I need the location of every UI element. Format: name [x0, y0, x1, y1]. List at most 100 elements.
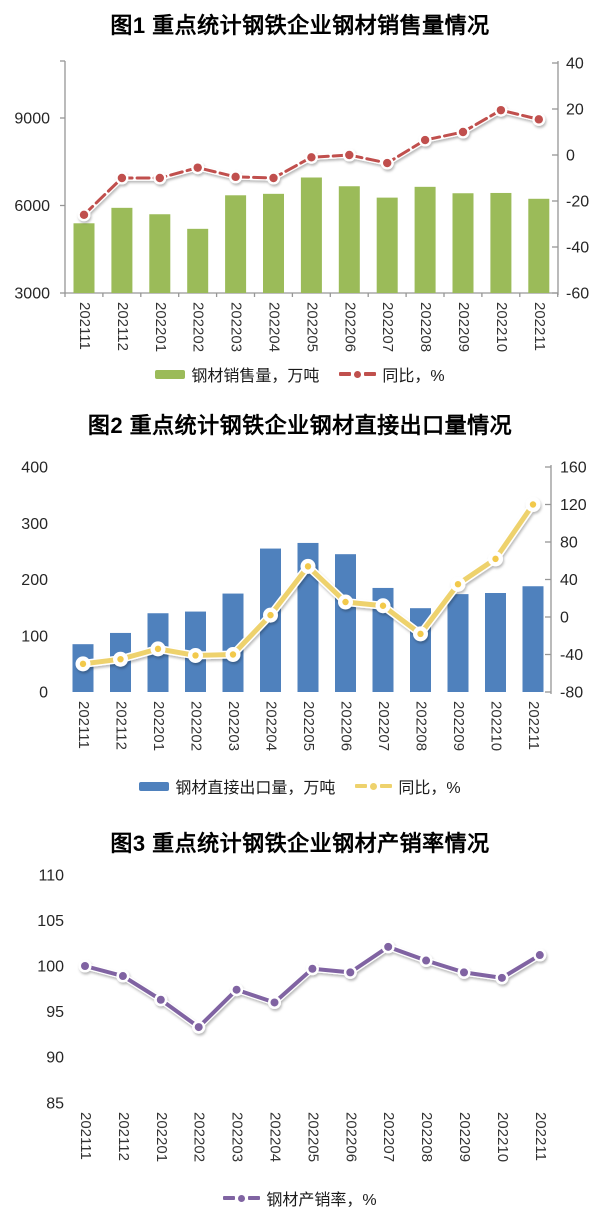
svg-text:105: 105: [37, 913, 64, 930]
svg-text:202111: 202111: [76, 302, 93, 350]
svg-text:202203: 202203: [228, 302, 245, 352]
chart2-left-axis: 400 300 200 100 0: [21, 460, 48, 702]
svg-text:202208: 202208: [418, 1112, 435, 1162]
svg-text:202208: 202208: [417, 302, 434, 352]
svg-text:85: 85: [46, 1095, 64, 1112]
svg-text:202208: 202208: [413, 701, 430, 751]
bar: [528, 198, 550, 293]
chart1-right-axis: 40 20 0 -20 -40 -60: [552, 56, 589, 303]
chart1-line-yoy: [77, 103, 546, 222]
bar: [73, 223, 95, 293]
svg-text:202211: 202211: [525, 701, 542, 750]
chart1-bottom-axis: [64, 292, 559, 297]
bar-swatch-icon: [155, 369, 186, 379]
svg-text:-60: -60: [566, 286, 589, 303]
svg-text:-20: -20: [566, 194, 589, 211]
svg-text:202205: 202205: [303, 302, 320, 352]
legend-item: 同比，%: [339, 362, 445, 386]
svg-text:202205: 202205: [304, 1112, 321, 1162]
svg-text:400: 400: [21, 460, 48, 477]
svg-text:202210: 202210: [493, 302, 510, 352]
svg-text:100: 100: [37, 959, 64, 976]
svg-text:202206: 202206: [341, 302, 358, 352]
bar: [300, 177, 322, 293]
bar-swatch-icon: [139, 781, 170, 791]
chart3-title: 图3 重点统计钢铁企业钢材产销率情况: [110, 831, 490, 856]
svg-text:90: 90: [46, 1050, 64, 1067]
svg-text:202207: 202207: [379, 302, 396, 352]
svg-text:202206: 202206: [342, 1112, 359, 1162]
bar: [452, 193, 474, 293]
bar: [338, 186, 360, 293]
svg-text:202201: 202201: [152, 302, 169, 352]
svg-text:202112: 202112: [113, 701, 130, 750]
svg-text:40: 40: [560, 572, 578, 589]
svg-text:202211: 202211: [532, 1112, 549, 1161]
legend-label: 钢材销售量，万吨: [191, 368, 320, 385]
svg-text:202202: 202202: [191, 1112, 208, 1162]
svg-text:0: 0: [39, 685, 48, 702]
svg-text:202209: 202209: [455, 302, 472, 352]
svg-text:202202: 202202: [188, 701, 205, 751]
line-swatch-icon: [223, 1194, 261, 1202]
bar: [485, 593, 506, 692]
svg-text:3000: 3000: [14, 286, 50, 303]
svg-text:20: 20: [566, 102, 584, 119]
bar: [297, 542, 319, 692]
chart1-bars: [73, 177, 550, 293]
svg-text:100: 100: [21, 628, 48, 645]
svg-text:202202: 202202: [190, 302, 207, 352]
svg-text:202203: 202203: [229, 1112, 246, 1162]
legend-label: 钢材产销率，%: [266, 1192, 377, 1209]
bar: [263, 193, 284, 293]
svg-text:110: 110: [38, 867, 64, 884]
bar: [111, 207, 133, 293]
chart2-line-yoy: [75, 497, 541, 672]
legend-item: 同比，%: [355, 774, 461, 798]
bar: [414, 186, 436, 293]
svg-text:9000: 9000: [14, 111, 50, 128]
legend-label: 同比，%: [398, 780, 461, 797]
svg-text:202204: 202204: [263, 701, 280, 751]
line-swatch-icon: [355, 782, 393, 790]
svg-text:202210: 202210: [488, 701, 505, 751]
bar: [335, 554, 356, 692]
legend-label: 同比，%: [382, 368, 445, 385]
svg-text:160: 160: [560, 460, 587, 477]
svg-text:202207: 202207: [380, 1112, 397, 1162]
chart3-left-axis: 110 105 100 95 90 85: [37, 867, 64, 1112]
svg-text:202112: 202112: [115, 1112, 132, 1161]
line-swatch-icon: [339, 370, 377, 378]
chart1-left-axis: 9000 6000 3000: [14, 60, 66, 303]
svg-text:202204: 202204: [267, 1112, 284, 1162]
chart1-x-labels: 202111 202112 202201 202202 202203 202204 2022…: [76, 302, 548, 352]
chart2-right-axis: 160 120 80 40 0 -40 -80: [545, 460, 587, 702]
svg-text:202206: 202206: [338, 701, 355, 751]
svg-text:0: 0: [560, 610, 569, 627]
svg-text:200: 200: [21, 572, 48, 589]
legend-item: 钢材销售量，万吨: [155, 362, 319, 386]
chart2-x-labels: 202111 202112 202201 202202 202203 202204 2022…: [75, 701, 542, 751]
chart2-legend: 钢材直接出口量，万吨 同比，%: [0, 774, 600, 798]
svg-text:0: 0: [566, 148, 575, 165]
chart3-x-labels: 202111 202112 202201 202202 202203 202204 2022…: [77, 1112, 549, 1162]
svg-text:120: 120: [560, 497, 587, 514]
svg-text:202201: 202201: [153, 1112, 170, 1162]
svg-text:-40: -40: [560, 647, 583, 664]
bar: [187, 228, 209, 293]
bar: [522, 586, 544, 692]
chart3-legend: 钢材产销率，%: [0, 1186, 600, 1210]
svg-text:6000: 6000: [14, 198, 50, 215]
legend-item: 钢材产销率，%: [223, 1186, 377, 1210]
svg-text:202209: 202209: [456, 1112, 473, 1162]
chart2-title: 图2 重点统计钢铁企业钢材直接出口量情况: [87, 413, 513, 438]
bar: [149, 214, 171, 293]
svg-text:202204: 202204: [266, 302, 283, 352]
chart3-line-rate: [78, 940, 547, 1034]
svg-text:202207: 202207: [375, 701, 392, 751]
svg-text:202201: 202201: [150, 701, 167, 751]
